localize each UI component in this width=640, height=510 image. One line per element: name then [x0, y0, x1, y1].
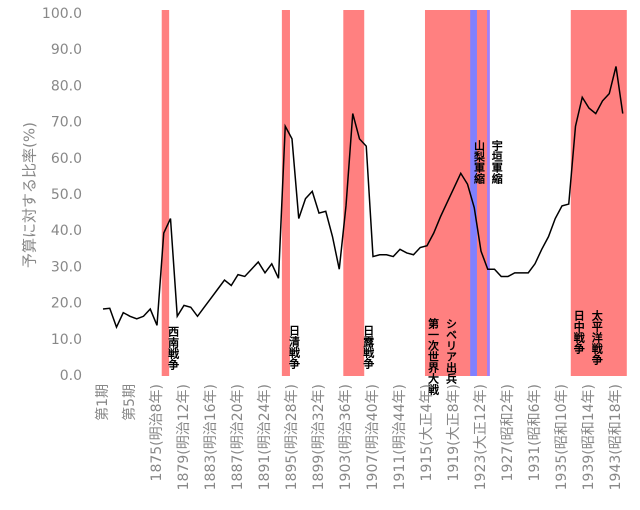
band — [161, 10, 170, 376]
band-label: 第一次世界大戦 — [426, 317, 439, 396]
x-tick-label: 1899(明治32年) — [311, 384, 327, 490]
y-tick-label: 70.0 — [51, 115, 82, 131]
band-label: 日清戦争 — [287, 325, 300, 370]
band-label: 山梨軍縮 — [472, 139, 486, 185]
y-tick-label: 30.0 — [51, 259, 82, 275]
y-tick-label: 20.0 — [51, 296, 82, 312]
x-tick-label: 1927(昭和2年) — [500, 384, 516, 481]
line — [102, 66, 624, 330]
x-tick-label: 1879(明治12年) — [176, 384, 192, 490]
x-tick-label: 1923(大正12年) — [473, 384, 489, 490]
y-tick-label: 90.0 — [51, 42, 82, 58]
band — [487, 10, 490, 376]
x-tick-label: 第1期 — [94, 384, 111, 421]
x-tick-label: 1903(明治36年) — [338, 384, 354, 490]
y-tick-label: 100.0 — [42, 6, 82, 22]
band-label: 西南戦争 — [167, 326, 180, 371]
band — [424, 10, 490, 376]
y-tick-label: 80.0 — [51, 78, 82, 94]
band — [281, 10, 290, 376]
y-tick-label: 0.0 — [60, 368, 82, 384]
x-tick-label: 1875(明治8年) — [149, 384, 165, 481]
band-label: 宇垣軍縮 — [490, 139, 503, 185]
x-tick-label: 1911(明治44年) — [392, 384, 408, 490]
x-tick-label: 1935(昭和10年) — [554, 384, 570, 490]
x-tick-label: 第5期 — [121, 384, 138, 421]
x-tick-label: 1883(明治16年) — [203, 384, 219, 490]
x-tick-label: 1939(昭和14年) — [581, 384, 597, 490]
x-tick-label: 1895(明治28年) — [284, 384, 300, 490]
x-tick-label: 1887(明治20年) — [230, 384, 246, 490]
x-tick-label: 1931(昭和6年) — [527, 384, 543, 481]
band-label: 日露戦争 — [362, 325, 375, 370]
y-axis-label: 予算に対する比率(%) — [21, 122, 39, 268]
band-label: 太平洋戦争 — [590, 309, 604, 366]
band — [343, 10, 365, 376]
y-tick-label: 40.0 — [51, 223, 82, 239]
band — [470, 10, 477, 376]
band-label: 日中戦争 — [572, 310, 585, 355]
y-tick-label: 10.0 — [51, 332, 82, 348]
x-tick-label: 1907(明治40年) — [365, 384, 381, 490]
y-tick-label: 50.0 — [51, 187, 82, 203]
x-tick-label: 1919(大正8年) — [446, 384, 462, 481]
x-tick-label: 1891(明治24年) — [257, 384, 273, 490]
y-tick-label: 60.0 — [51, 151, 82, 167]
x-tick-label: 1915(大正4年) — [419, 384, 435, 481]
band-label: シベリア出兵 — [444, 318, 457, 385]
band — [570, 10, 627, 376]
x-tick-label: 1943(昭和18年) — [608, 384, 624, 490]
